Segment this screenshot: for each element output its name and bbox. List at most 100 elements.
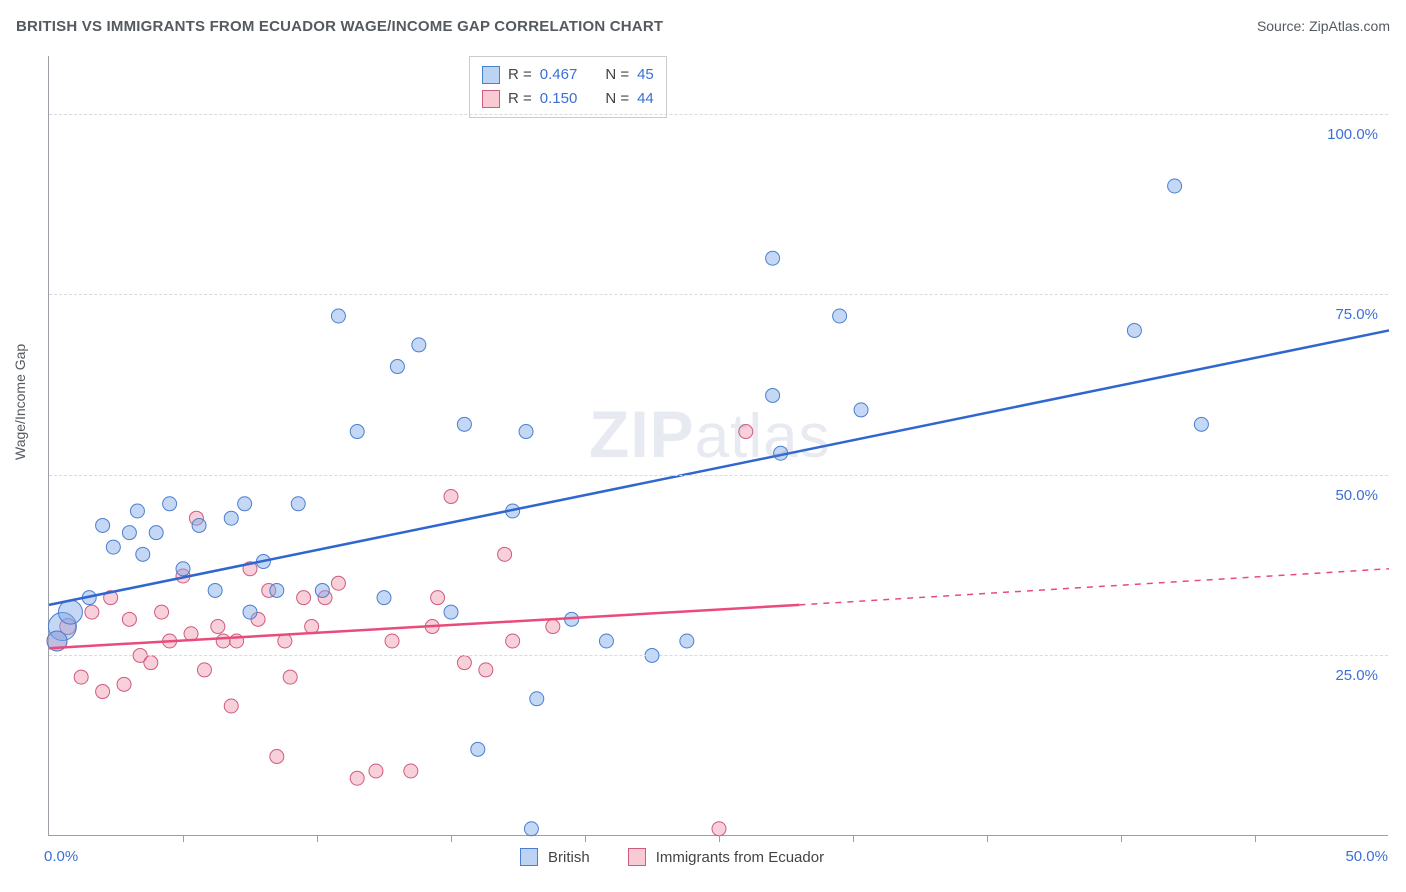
data-point — [96, 518, 110, 532]
gridline — [49, 114, 1388, 115]
n-value-ecuador: 44 — [637, 87, 654, 111]
data-point — [385, 634, 399, 648]
data-point — [498, 547, 512, 561]
data-point — [144, 656, 158, 670]
data-point — [331, 309, 345, 323]
legend-swatch-ecuador — [628, 848, 646, 866]
x-tick — [987, 835, 988, 842]
y-tick-label: 25.0% — [1335, 667, 1378, 684]
y-tick-label: 75.0% — [1335, 306, 1378, 323]
legend-swatch-british — [520, 848, 538, 866]
data-point — [155, 605, 169, 619]
data-point — [224, 511, 238, 525]
data-point — [369, 764, 383, 778]
r-label-ecuador: R = — [508, 87, 532, 111]
x-tick — [1255, 835, 1256, 842]
data-point — [211, 620, 225, 634]
data-point — [471, 742, 485, 756]
data-point — [96, 685, 110, 699]
data-point — [1127, 323, 1141, 337]
data-point — [833, 309, 847, 323]
x-tick — [317, 835, 318, 842]
data-point — [766, 251, 780, 265]
data-point — [739, 425, 753, 439]
chart-title: BRITISH VS IMMIGRANTS FROM ECUADOR WAGE/… — [16, 18, 663, 35]
data-point — [197, 663, 211, 677]
x-tick — [183, 835, 184, 842]
trend-line-british — [49, 330, 1389, 604]
data-point — [243, 605, 257, 619]
x-tick — [451, 835, 452, 842]
data-point — [331, 576, 345, 590]
data-point — [270, 583, 284, 597]
swatch-ecuador — [482, 90, 500, 108]
x-axis-min-label: 0.0% — [44, 848, 78, 865]
data-point — [297, 591, 311, 605]
data-point — [854, 403, 868, 417]
data-point — [506, 634, 520, 648]
data-point — [680, 634, 694, 648]
legend-label-ecuador: Immigrants from Ecuador — [656, 849, 824, 866]
data-point — [444, 490, 458, 504]
x-tick — [853, 835, 854, 842]
data-point — [58, 600, 82, 624]
data-point — [519, 425, 533, 439]
source-prefix: Source: — [1257, 18, 1309, 34]
gridline — [49, 294, 1388, 295]
swatch-british — [482, 66, 500, 84]
x-tick — [719, 835, 720, 842]
data-point — [305, 620, 319, 634]
data-point — [599, 634, 613, 648]
data-point — [530, 692, 544, 706]
data-point — [122, 612, 136, 626]
data-point — [1194, 417, 1208, 431]
data-point — [291, 497, 305, 511]
r-value-ecuador: 0.150 — [540, 87, 578, 111]
trend-line-ecuador-extrapolated — [799, 569, 1389, 605]
data-point — [712, 822, 726, 836]
data-point — [122, 526, 136, 540]
r-label-british: R = — [508, 63, 532, 87]
correlation-legend: R = 0.467 N = 45 R = 0.150 N = 44 — [469, 56, 667, 118]
data-point — [85, 605, 99, 619]
data-point — [315, 583, 329, 597]
data-point — [479, 663, 493, 677]
n-value-british: 45 — [637, 63, 654, 87]
data-point — [283, 670, 297, 684]
n-label-british: N = — [605, 63, 629, 87]
data-point — [431, 591, 445, 605]
y-tick-label: 100.0% — [1327, 126, 1378, 143]
data-point — [524, 822, 538, 836]
source-label: Source: ZipAtlas.com — [1257, 18, 1390, 34]
data-point — [208, 583, 222, 597]
data-point — [1168, 179, 1182, 193]
data-point — [216, 634, 230, 648]
n-label-ecuador: N = — [605, 87, 629, 111]
scatter-plot-area: ZIPatlas R = 0.467 N = 45 R = 0.150 N = … — [48, 56, 1388, 836]
data-point — [766, 388, 780, 402]
gridline — [49, 475, 1388, 476]
data-point — [444, 605, 458, 619]
data-point — [176, 562, 190, 576]
data-point — [412, 338, 426, 352]
data-point — [238, 497, 252, 511]
data-point — [74, 670, 88, 684]
data-point — [117, 677, 131, 691]
x-axis-max-label: 50.0% — [1345, 848, 1388, 865]
data-point — [149, 526, 163, 540]
legend-label-british: British — [548, 849, 590, 866]
source-name: ZipAtlas.com — [1309, 18, 1390, 34]
data-point — [546, 620, 560, 634]
data-point — [377, 591, 391, 605]
data-point — [106, 540, 120, 554]
x-tick — [1121, 835, 1122, 842]
y-axis-label: Wage/Income Gap — [12, 344, 28, 460]
x-tick — [585, 835, 586, 842]
data-point — [224, 699, 238, 713]
data-point — [350, 771, 364, 785]
data-point — [136, 547, 150, 561]
data-point — [404, 764, 418, 778]
gridline — [49, 655, 1388, 656]
plot-svg — [49, 56, 1389, 836]
legend-row-british: R = 0.467 N = 45 — [482, 63, 654, 87]
